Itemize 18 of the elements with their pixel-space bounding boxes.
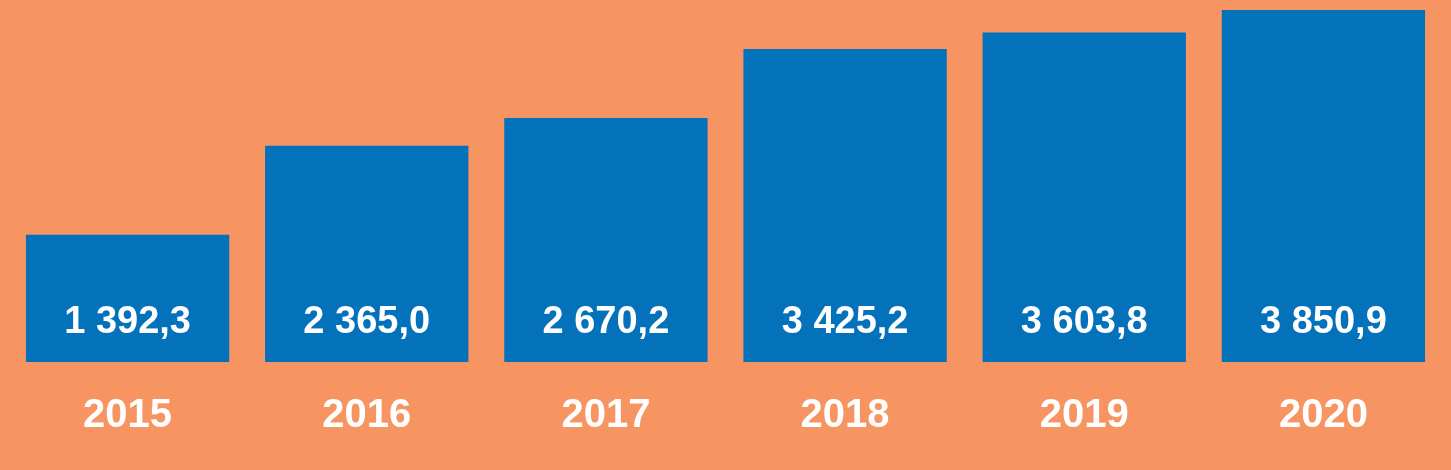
- data-label: 3 425,2: [781, 299, 909, 342]
- data-label: 3 603,8: [1020, 299, 1148, 342]
- bar: [504, 117, 708, 362]
- bar: [982, 32, 1186, 362]
- x-tick-label: 2019: [1039, 391, 1129, 436]
- bar: [25, 234, 230, 362]
- bar: [743, 48, 947, 362]
- bar: [265, 145, 469, 362]
- x-tick-label: 2020: [1278, 391, 1368, 436]
- x-tick-label: 2018: [800, 391, 890, 436]
- data-label: 2 365,0: [303, 299, 431, 342]
- data-label: 2 670,2: [542, 299, 670, 342]
- x-tick-label: 2016: [322, 391, 412, 436]
- data-label: 3 850,9: [1260, 299, 1387, 342]
- data-label: 1 392,3: [64, 299, 191, 342]
- x-tick-label: 2015: [83, 391, 173, 436]
- bar: [1221, 10, 1426, 362]
- x-tick-label: 2017: [561, 391, 651, 436]
